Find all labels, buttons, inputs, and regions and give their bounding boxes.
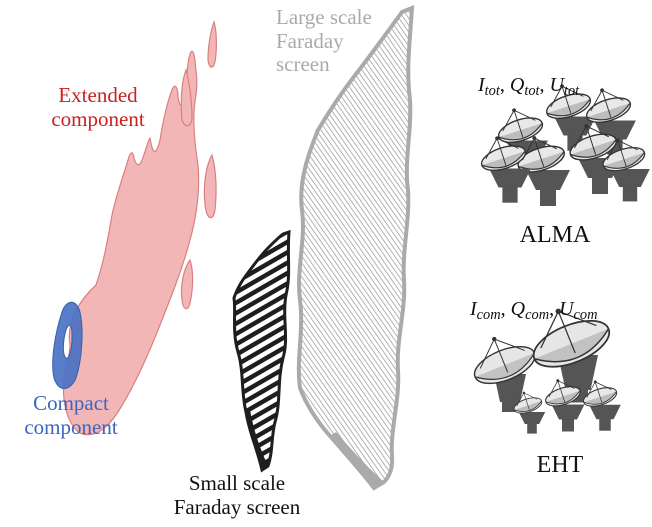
eht-q-sub: com — [525, 307, 550, 324]
alma-i-sub: tot — [484, 83, 500, 100]
large-label-line3: screen — [276, 52, 330, 77]
compact-component-label: Compact component — [16, 391, 126, 439]
eht-sep1: , — [500, 298, 506, 320]
alma-sep2: , — [539, 74, 545, 96]
eht-stokes-label: Icom, Qcom, Ucom — [470, 298, 598, 324]
alma-u: U — [549, 74, 564, 96]
alma-q: Q — [509, 74, 525, 96]
eht-label: EHT — [536, 452, 584, 478]
alma-stokes-label: Itot, Qtot, Utot — [478, 74, 580, 100]
alma-label: ALMA — [519, 222, 591, 248]
compact-component-shape — [52, 301, 83, 389]
alma-u-sub: tot — [563, 83, 580, 100]
alma-sep1: , — [499, 74, 505, 96]
alma-q-sub: tot — [524, 83, 540, 100]
small-scale-faraday-screen-shape — [232, 229, 291, 473]
eht-i-sub: com — [476, 307, 501, 324]
small-label-line1: Small scale — [188, 471, 286, 495]
eht-u-sub: com — [573, 307, 598, 324]
extended-component-label: Extended component — [36, 83, 160, 131]
extended-label-line2: component — [51, 106, 145, 131]
compact-label-line2: component — [24, 414, 118, 439]
alma-array-icon — [474, 76, 651, 207]
alma-i: I — [478, 74, 485, 96]
eht-sep2: , — [549, 298, 555, 320]
large-label-line2: Faraday — [276, 28, 344, 53]
large-label-line1: Large scale — [276, 5, 372, 29]
small-label-line2: Faraday screen — [173, 494, 301, 519]
extended-component-shape — [62, 20, 217, 436]
large-scale-screen-label: Large scale Faraday screen — [276, 5, 372, 77]
small-scale-screen-label: Small scale Faraday screen — [150, 471, 324, 519]
eht-q: Q — [510, 298, 526, 320]
eht-i: I — [470, 298, 477, 320]
compact-label-line1: Compact — [33, 391, 109, 415]
eht-u: U — [559, 298, 574, 320]
extended-label-line1: Extended — [58, 83, 138, 107]
large-scale-faraday-screen-shape — [296, 4, 415, 491]
